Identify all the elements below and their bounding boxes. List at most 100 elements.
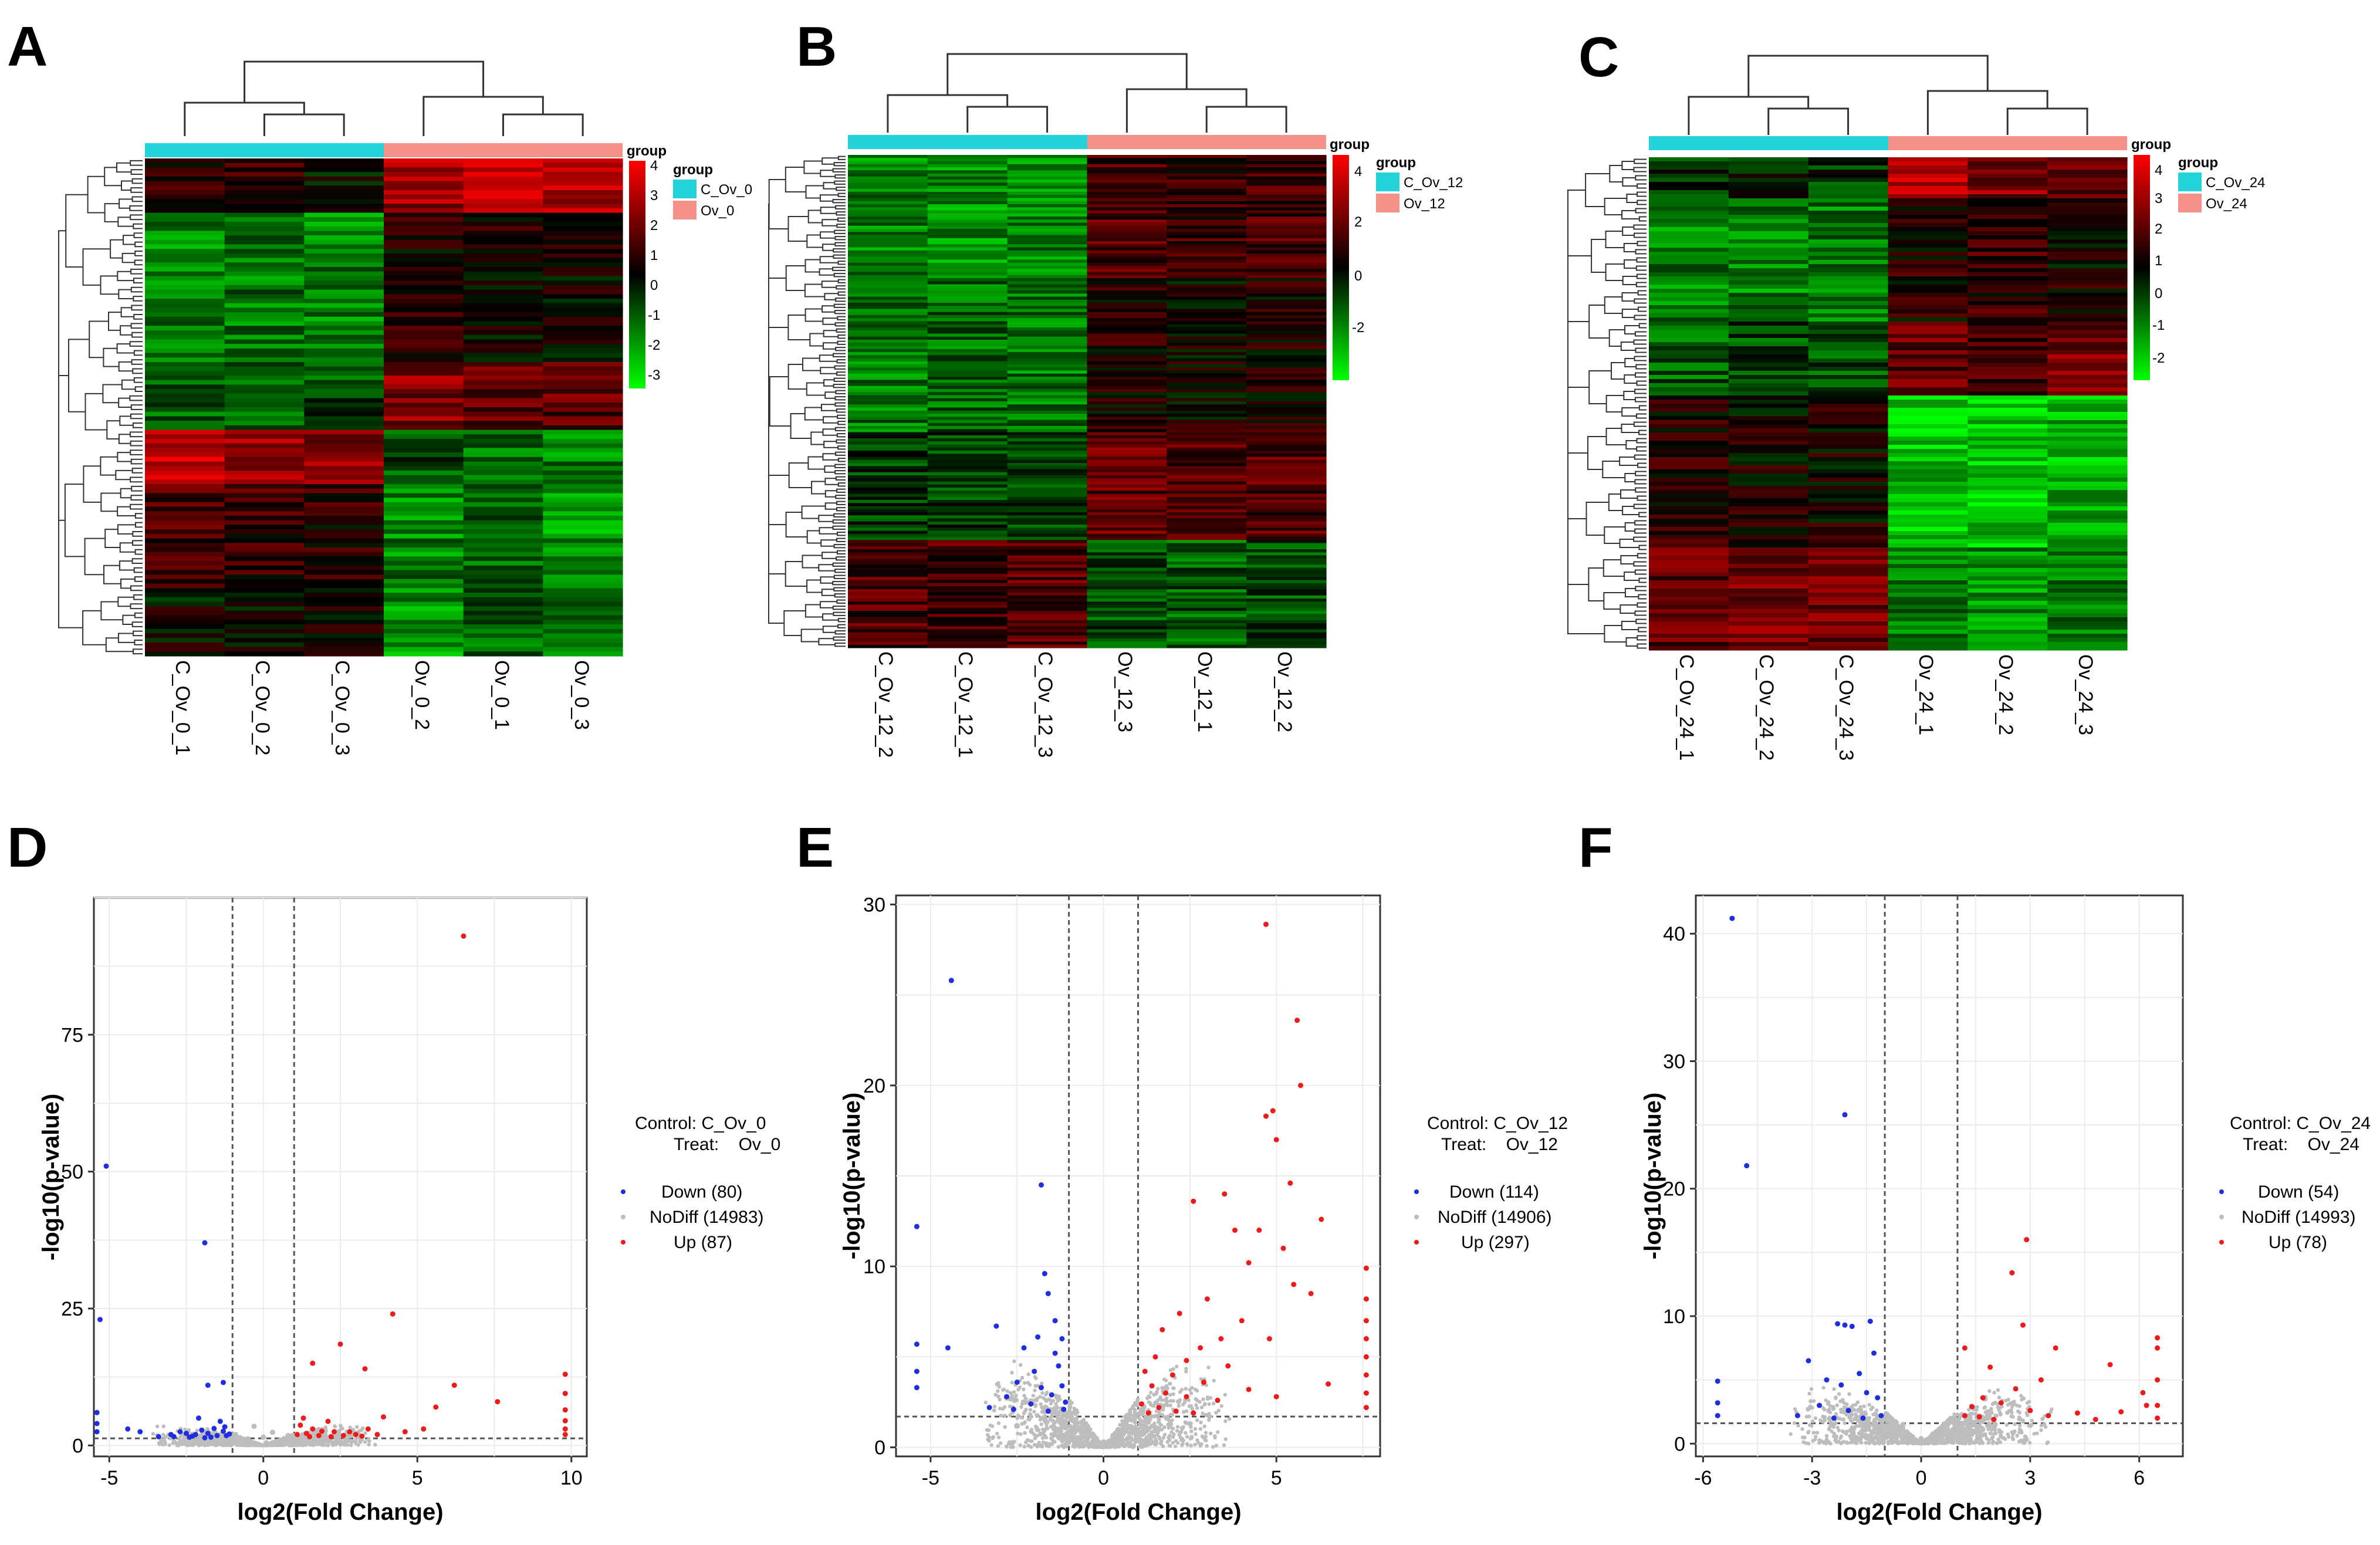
row-dendrogram-link xyxy=(834,365,846,370)
heatmap-cell xyxy=(304,190,384,195)
heatmap-cell xyxy=(1808,235,1889,240)
heatmap-cell xyxy=(463,158,543,164)
heatmap-cell xyxy=(543,556,623,562)
heatmap-cell xyxy=(463,244,543,249)
heatmap-cell xyxy=(1888,420,1968,425)
heatmap-cell xyxy=(848,392,928,396)
heatmap-cell xyxy=(543,452,623,458)
row-dendrogram-link xyxy=(834,242,846,246)
heatmap-cell xyxy=(384,430,464,435)
heatmap-cell xyxy=(224,583,305,589)
x-tick-label: -5 xyxy=(100,1467,118,1489)
row-dendrogram-link xyxy=(1636,380,1647,386)
heatmap-cell xyxy=(1246,281,1327,285)
heatmap-cell xyxy=(1728,293,1809,297)
heatmap-cell xyxy=(2047,375,2128,380)
heatmap-cell xyxy=(1888,412,1968,417)
heatmap-cell xyxy=(384,393,464,399)
heatmap-cell xyxy=(1007,451,1088,454)
nodiff-point xyxy=(1038,1395,1042,1399)
heatmap-cell xyxy=(384,538,464,543)
heatmap-cell xyxy=(1888,359,1968,363)
heatmap-cell xyxy=(1649,395,1729,400)
heatmap-cell xyxy=(145,384,225,390)
heatmap-cell xyxy=(1087,327,1167,331)
heatmap-cell xyxy=(1087,586,1167,590)
heatmap-cell xyxy=(1007,373,1088,377)
heatmap-cell xyxy=(1888,638,1968,643)
heatmap-cell xyxy=(1246,533,1327,537)
heatmap-a-legend-title: group xyxy=(673,162,713,178)
up-point xyxy=(337,1341,343,1347)
heatmap-cell xyxy=(1246,635,1327,639)
heatmap-cell xyxy=(463,506,543,512)
row-dendrogram-link xyxy=(837,340,846,345)
heatmap-cell xyxy=(1888,465,1968,470)
heatmap-cell xyxy=(463,475,543,480)
heatmap-cell xyxy=(1246,266,1327,269)
heatmap-cell xyxy=(224,516,305,521)
heatmap-cell xyxy=(1246,250,1327,254)
heatmap-cell xyxy=(1808,474,1889,478)
heatmap-cell xyxy=(1167,352,1247,356)
heatmap-cell xyxy=(304,475,384,480)
heatmap-cell xyxy=(927,525,1008,528)
heatmap-b-column-label: C_Ov_12_3 xyxy=(1034,651,1056,758)
heatmap-cell xyxy=(224,226,305,231)
heatmap-cell xyxy=(1167,217,1247,220)
row-dendrogram-link xyxy=(837,482,846,487)
row-dendrogram-link xyxy=(1623,391,1635,400)
nodiff-point xyxy=(295,1438,299,1442)
heatmap-cell xyxy=(1167,549,1247,553)
heatmap-cell xyxy=(1167,229,1247,232)
row-dendrogram-link xyxy=(821,219,838,226)
heatmap-cell xyxy=(2047,494,2128,499)
heatmap-cell xyxy=(1087,509,1167,513)
nodiff-point xyxy=(1144,1435,1148,1439)
heatmap-cell xyxy=(1167,432,1247,436)
heatmap-cell xyxy=(848,518,928,522)
heatmap-cell xyxy=(2047,359,2128,363)
heatmap-cell xyxy=(1246,506,1327,510)
heatmap-cell xyxy=(145,520,225,526)
heatmap-cell xyxy=(2047,260,2128,265)
heatmap-cell xyxy=(1888,515,1968,519)
heatmap-cell xyxy=(224,393,305,399)
heatmap-cell xyxy=(1888,215,1968,219)
heatmap-cell xyxy=(1246,309,1327,313)
heatmap-cell xyxy=(1967,252,2048,256)
heatmap-cell xyxy=(1649,165,1729,170)
heatmap-cell xyxy=(543,294,623,299)
heatmap-cell xyxy=(224,457,305,462)
row-dendrogram-link xyxy=(134,251,143,256)
heatmap-cell xyxy=(224,366,305,371)
heatmap-cell xyxy=(1888,416,1968,421)
heatmap-cell xyxy=(1087,407,1167,411)
heatmap-cell xyxy=(1808,564,1889,569)
heatmap-cell xyxy=(1967,272,2048,277)
heatmap-cell xyxy=(304,244,384,249)
heatmap-cell xyxy=(384,163,464,168)
heatmap-cell xyxy=(927,558,1008,562)
heatmap-cell xyxy=(463,380,543,386)
heatmap-cell xyxy=(1808,502,1889,507)
heatmap-cell xyxy=(1246,583,1327,587)
heatmap-cell xyxy=(543,547,623,553)
heatmap-cell xyxy=(1649,256,1729,261)
heatmap-cell xyxy=(1087,417,1167,421)
heatmap-cell xyxy=(543,244,623,249)
row-dendrogram-link xyxy=(1637,241,1647,246)
heatmap-cell xyxy=(848,459,928,464)
heatmap-cell xyxy=(1649,280,1729,285)
heatmap-cell xyxy=(1167,389,1247,393)
heatmap-cell xyxy=(2047,584,2128,589)
heatmap-c-colorbar-ticks: 4 3 2 1 0 -1 -2 xyxy=(2152,163,2165,366)
heatmap-cell xyxy=(224,484,305,489)
heatmap-cell xyxy=(1246,167,1327,171)
heatmap-cell xyxy=(304,651,384,657)
heatmap-cell xyxy=(1967,165,2048,170)
heatmap-cell xyxy=(224,601,305,607)
heatmap-cell xyxy=(304,570,384,575)
heatmap-cell xyxy=(304,588,384,593)
heatmap-cell xyxy=(1728,441,1809,445)
